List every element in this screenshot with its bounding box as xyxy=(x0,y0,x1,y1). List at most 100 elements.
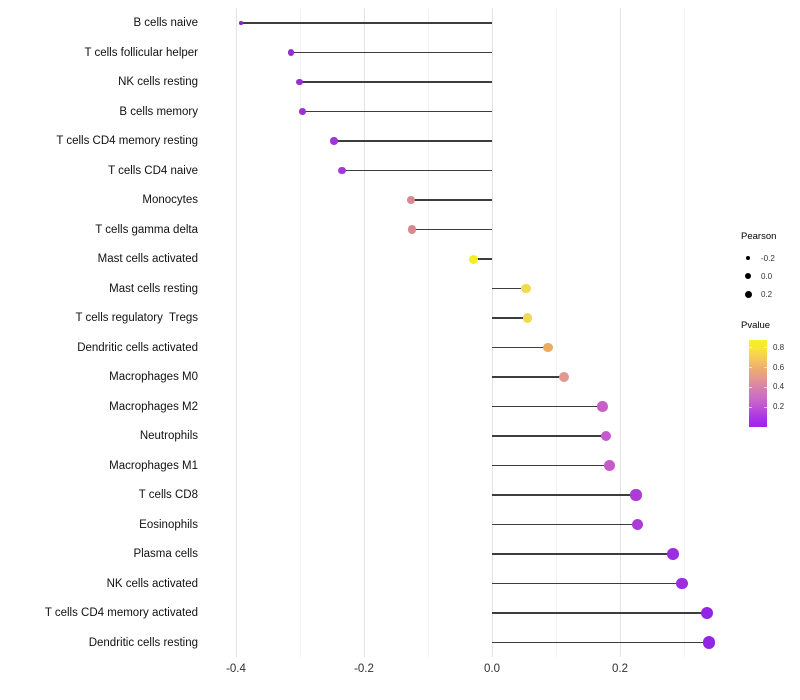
lollipop-stem xyxy=(492,523,638,526)
y-axis-label: T cells CD8 xyxy=(138,489,198,501)
lollipop-stem xyxy=(412,228,492,231)
size-legend-label: 0.0 xyxy=(761,271,773,281)
y-axis-labels: B cells naive T cells follicular helper NK… xyxy=(0,0,205,700)
lollipop-stem xyxy=(342,169,492,172)
data-point xyxy=(676,577,688,590)
lollipop-stem xyxy=(492,287,526,290)
colorbar-tick-mark xyxy=(749,347,752,349)
y-axis-label: Mast cells resting xyxy=(109,282,198,295)
y-axis-label: Macrophages M2 xyxy=(109,400,198,413)
lollipop-stem xyxy=(492,317,528,319)
lollipop-stem xyxy=(299,81,492,83)
data-point xyxy=(667,548,679,560)
y-axis-label: Dendritic cells resting xyxy=(88,636,198,649)
data-point xyxy=(522,313,532,323)
y-axis-label: T cells CD4 naive xyxy=(108,164,198,177)
y-axis-label: Monocytes xyxy=(142,194,198,206)
size-legend-title: Pearson xyxy=(741,231,777,242)
size-legend-entry: -0.2 xyxy=(741,249,799,267)
size-legend-entry: 0.0 xyxy=(741,267,799,285)
lollipop-stem xyxy=(492,346,549,349)
y-axis-label: Plasma cells xyxy=(133,548,198,560)
color-legend-title: Pvalue xyxy=(741,320,771,331)
y-axis-label: NK cells activated xyxy=(106,577,198,590)
x-axis-tick-label: 0.0 xyxy=(484,663,500,675)
gridline-minor xyxy=(555,8,557,657)
size-legend-label: -0.2 xyxy=(761,253,775,263)
lollipop-stem xyxy=(333,140,492,142)
y-axis-label: T cells CD4 memory activated xyxy=(44,607,198,619)
lollipop-stem xyxy=(410,199,492,201)
colorbar-tick-label: 0.8 xyxy=(773,342,785,352)
x-axis-tick-label: 0.2 xyxy=(612,663,628,675)
lollipop-stem xyxy=(492,582,683,585)
data-point xyxy=(299,108,306,115)
y-axis-label: T cells regulatory Tregs xyxy=(75,312,198,324)
y-axis-label: T cells gamma delta xyxy=(95,223,198,236)
data-point xyxy=(603,460,615,471)
lollipop-stem xyxy=(492,405,603,408)
size-legend-entry: 0.2 xyxy=(741,285,799,303)
lollipop-stem xyxy=(492,641,709,644)
y-axis-label: T cells CD4 memory resting xyxy=(56,135,198,147)
colorbar-tick-mark xyxy=(764,406,767,408)
colorbar-tick-label: 0.4 xyxy=(773,382,785,392)
gridline-minor xyxy=(299,8,301,657)
legend: Pearson -0.2 0.0 0.2 Pvalue 0.8 0.6 0.4 0.2 xyxy=(735,231,799,427)
pvalue-colorbar xyxy=(749,340,767,427)
size-legend-key xyxy=(741,269,755,283)
lollipop-stem xyxy=(492,464,610,467)
data-point xyxy=(406,195,415,205)
size-legend-key xyxy=(741,251,755,265)
data-point xyxy=(600,430,612,442)
lollipop-stem xyxy=(492,553,674,555)
x-axis-tick-label: -0.2 xyxy=(354,663,374,675)
lollipop-stem xyxy=(241,22,492,24)
data-point xyxy=(521,283,531,294)
lollipop-stem xyxy=(492,494,636,496)
gridline-major xyxy=(619,8,621,657)
data-point xyxy=(287,49,295,56)
data-point xyxy=(543,342,554,353)
size-legend-dot-icon xyxy=(744,290,752,298)
data-point xyxy=(338,166,347,175)
color-legend-bar-wrap: 0.8 0.6 0.4 0.2 xyxy=(749,340,799,427)
data-point xyxy=(559,371,570,383)
data-point xyxy=(597,401,608,412)
data-point xyxy=(407,225,417,234)
size-legend-entries: -0.2 0.0 0.2 xyxy=(735,249,799,303)
data-point xyxy=(296,78,303,86)
y-axis-label: B cells naive xyxy=(133,17,198,29)
lollipop-stem xyxy=(492,376,565,378)
size-legend-dot-icon xyxy=(745,255,751,261)
data-point xyxy=(239,21,243,25)
y-axis-label: B cells memory xyxy=(119,105,198,118)
lollipop-stem xyxy=(291,51,492,54)
x-axis-tick-label: -0.4 xyxy=(226,663,246,675)
gridline-major xyxy=(491,8,493,657)
y-axis-label: Mast cells activated xyxy=(97,253,198,265)
data-point xyxy=(630,489,642,501)
lollipop-stem xyxy=(492,612,708,614)
y-axis-label: T cells follicular helper xyxy=(84,46,198,59)
gridline-minor xyxy=(427,8,429,657)
y-axis-label: Macrophages M0 xyxy=(109,371,198,383)
y-axis-label: Macrophages M1 xyxy=(109,459,198,472)
data-point xyxy=(330,137,338,145)
gridline-major xyxy=(363,8,365,657)
lollipop-stem xyxy=(302,110,492,113)
lollipop-stem xyxy=(492,435,606,437)
gridline-major xyxy=(235,8,237,657)
lollipop-stem xyxy=(473,258,492,260)
gridline-minor xyxy=(683,8,685,657)
y-axis-label: Neutrophils xyxy=(139,430,198,442)
colorbar-tick-mark xyxy=(749,367,752,369)
plot-panel xyxy=(212,8,732,657)
data-point xyxy=(700,606,714,620)
colorbar-tick-mark xyxy=(749,386,752,388)
data-point xyxy=(631,518,643,531)
colorbar-tick-label: 0.6 xyxy=(773,362,785,372)
size-legend-key xyxy=(741,287,755,301)
size-legend-dot-icon xyxy=(745,273,751,279)
